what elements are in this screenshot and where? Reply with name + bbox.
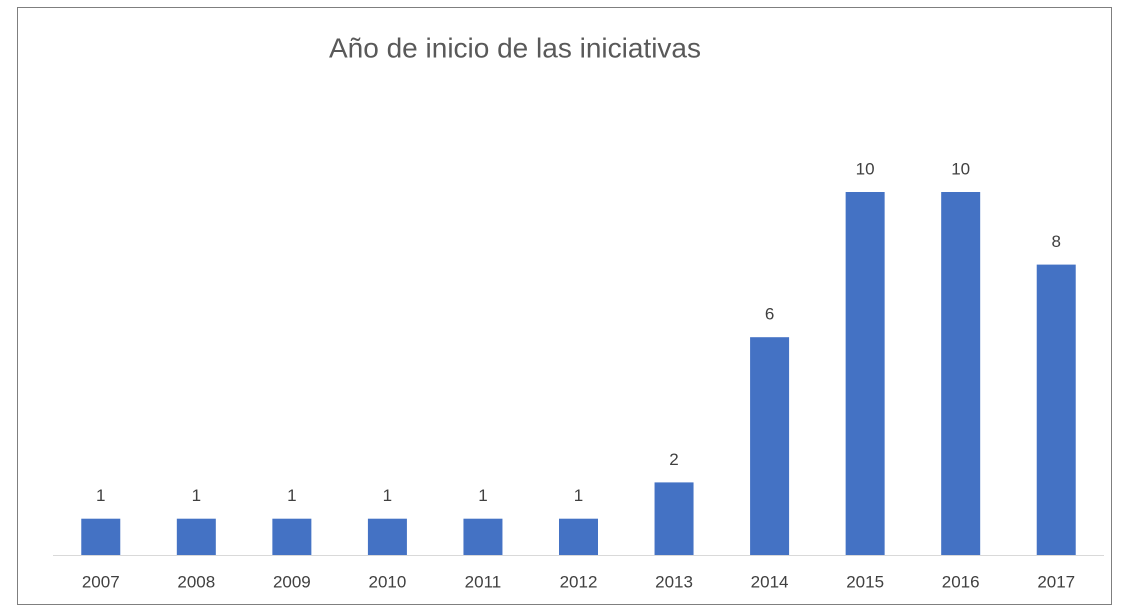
bar: [81, 518, 121, 555]
bar: [463, 518, 503, 555]
data-label: 2: [669, 450, 678, 469]
bar: [941, 192, 981, 555]
bar: [1036, 264, 1076, 555]
x-tick-label: 2017: [1037, 572, 1075, 591]
x-tick-label: 2009: [273, 572, 311, 591]
bar: [176, 518, 216, 555]
data-label: 8: [1051, 232, 1060, 251]
data-label: 1: [96, 486, 105, 505]
x-tick-label: 2012: [560, 572, 598, 591]
data-label: 1: [383, 486, 392, 505]
data-label: 1: [192, 486, 201, 505]
bar: [272, 518, 312, 555]
bar: [367, 518, 407, 555]
bar: [559, 518, 598, 555]
x-tick-label: 2008: [177, 572, 215, 591]
data-label: 10: [856, 159, 875, 178]
bar: [845, 192, 885, 555]
data-label: 10: [951, 159, 970, 178]
x-tick-label: 2013: [655, 572, 693, 591]
x-tick-label: 2015: [846, 572, 884, 591]
data-label: 1: [478, 486, 487, 505]
x-tick-label: 2014: [751, 572, 789, 591]
x-tick-label: 2010: [368, 572, 406, 591]
chart-title: Año de inicio de las iniciativas: [329, 32, 701, 63]
bar: [654, 482, 694, 555]
data-label: 1: [287, 486, 296, 505]
x-tick-label: 2016: [942, 572, 980, 591]
x-tick-label: 2007: [82, 572, 120, 591]
data-label: 6: [765, 305, 774, 324]
chart-frame: [17, 7, 1112, 605]
x-tick-label: 2011: [465, 572, 502, 591]
data-label: 1: [574, 486, 583, 505]
bar: [750, 337, 790, 555]
